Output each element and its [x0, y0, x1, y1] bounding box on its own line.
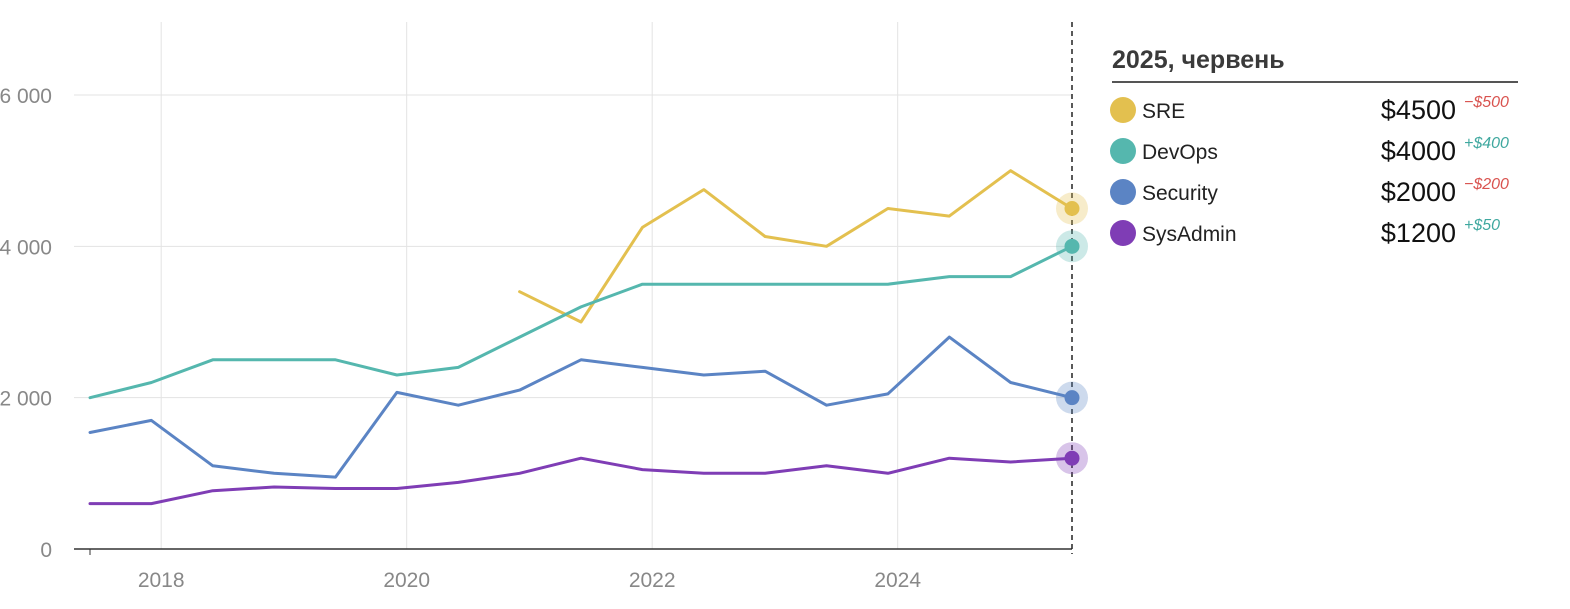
series-line-devops — [88, 244, 1074, 400]
marker-dot-sysadmin — [1064, 450, 1080, 466]
legend-value: $1200 — [1380, 218, 1456, 248]
legend-value: $4500 — [1380, 95, 1456, 125]
legend-value: $4000 — [1380, 136, 1456, 166]
legend-dot-devops — [1110, 138, 1136, 164]
x-tick-label: 2018 — [138, 569, 185, 592]
series-line-sysadmin — [88, 456, 1074, 506]
legend-name: DevOps — [1142, 141, 1218, 164]
legend-delta: −$500 — [1464, 94, 1509, 111]
legend-dot-sre — [1110, 97, 1136, 123]
legend: 2025, червень SRE $4500 −$500 DevOps $40… — [1110, 46, 1518, 248]
legend-delta: +$50 — [1464, 217, 1501, 234]
axes: 0 2 000 4 000 6 000 2018 2020 2022 2024 — [0, 85, 1072, 592]
x-tick-label: 2022 — [629, 569, 676, 592]
marker-dot-sre — [1064, 201, 1080, 216]
legend-row-devops: DevOps $4000 +$400 — [1110, 124, 1518, 166]
grid — [74, 22, 1072, 549]
legend-name: SysAdmin — [1142, 223, 1237, 246]
legend-dot-sysadmin — [1110, 220, 1136, 246]
legend-name: SRE — [1142, 100, 1186, 123]
y-tick-label: 2 000 — [0, 388, 52, 411]
y-tick-label: 6 000 — [0, 85, 52, 108]
legend-row-sysadmin: SysAdmin $1200 +$50 — [1110, 206, 1518, 248]
x-tick-label: 2020 — [383, 569, 430, 592]
legend-delta: +$400 — [1464, 135, 1509, 152]
y-tick-label: 4 000 — [0, 236, 52, 259]
legend-value: $2000 — [1380, 177, 1456, 207]
legend-delta: −$200 — [1464, 176, 1509, 193]
legend-title: 2025, червень — [1112, 46, 1518, 83]
current-markers — [1056, 192, 1088, 475]
series-line-sre — [518, 169, 1074, 324]
marker-dot-security — [1064, 390, 1080, 406]
y-tick-label: 0 — [40, 539, 52, 562]
series-lines — [88, 169, 1074, 506]
series-line-security — [88, 335, 1074, 479]
legend-row-security: Security $2000 −$200 — [1110, 165, 1518, 207]
x-tick-label: 2024 — [874, 569, 921, 592]
legend-name: Security — [1142, 182, 1218, 205]
legend-row-sre: SRE $4500 −$500 — [1110, 83, 1518, 125]
marker-dot-devops — [1064, 238, 1080, 254]
legend-dot-security — [1110, 179, 1136, 205]
